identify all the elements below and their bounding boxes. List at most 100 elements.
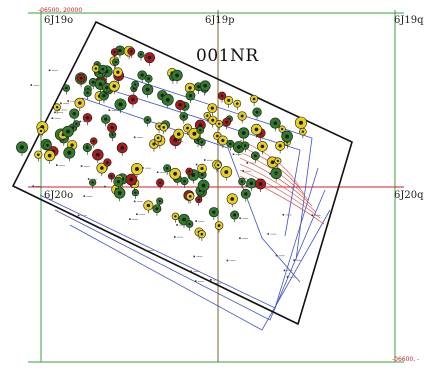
- contour-line: [97, 85, 301, 237]
- level-marker: [239, 217, 241, 220]
- find-marker: [274, 157, 282, 168]
- find-marker: [142, 84, 154, 98]
- find-marker: [222, 117, 231, 130]
- find-marker: [255, 178, 266, 193]
- contour-line: [109, 71, 313, 261]
- level-marker: [32, 185, 35, 187]
- find-marker: [143, 200, 154, 214]
- find-marker: [92, 148, 104, 164]
- find-marker: [214, 161, 222, 172]
- find-marker: [246, 178, 257, 192]
- level-marker: [190, 270, 192, 273]
- find-marker: [173, 128, 184, 143]
- find-marker: [250, 151, 260, 163]
- find-marker: [76, 73, 86, 86]
- level-marker: [275, 254, 278, 257]
- level-marker: [87, 178, 90, 180]
- find-marker: [250, 123, 263, 138]
- contour-line: [239, 157, 313, 207]
- level-marker: [212, 282, 215, 284]
- find-marker: [108, 131, 117, 142]
- find-marker: [53, 103, 61, 114]
- grid-label-middle-right: 6J20q: [394, 190, 424, 201]
- level-marker: [245, 184, 248, 187]
- find-marker: [161, 93, 174, 109]
- level-marker: [108, 109, 111, 112]
- find-marker: [116, 142, 128, 156]
- find-marker: [107, 122, 118, 136]
- find-marker: [110, 48, 119, 59]
- find-marker: [74, 97, 86, 112]
- level-marker: [60, 102, 62, 105]
- find-marker: [226, 139, 235, 151]
- grid-label-top-middle: 6J19p: [205, 15, 235, 26]
- level-marker: [54, 111, 56, 114]
- level-marker: [58, 108, 60, 111]
- level-marker: [80, 165, 83, 167]
- find-marker: [171, 69, 183, 84]
- level-marker: [67, 100, 70, 102]
- find-marker: [63, 146, 76, 162]
- find-marker: [156, 178, 165, 190]
- find-marker: [72, 120, 81, 131]
- find-marker: [238, 127, 250, 142]
- find-marker: [62, 84, 71, 95]
- find-marker: [43, 140, 52, 153]
- find-marker: [91, 64, 100, 76]
- find-marker: [125, 173, 138, 189]
- find-symbols: [16, 45, 308, 241]
- coordinate-top-left: -06500, 20000: [38, 7, 83, 14]
- find-marker: [69, 108, 80, 122]
- level-marker: [173, 236, 176, 238]
- find-marker: [127, 94, 139, 108]
- level-marker: [193, 255, 195, 258]
- level-marker: [195, 163, 198, 166]
- find-marker: [197, 230, 206, 241]
- contour-line: [54, 189, 326, 321]
- level-marker: [79, 120, 81, 123]
- find-marker: [224, 95, 234, 108]
- find-marker: [180, 177, 189, 188]
- find-marker: [281, 130, 293, 145]
- find-marker: [137, 70, 147, 83]
- find-marker: [185, 90, 196, 104]
- find-marker: [113, 176, 124, 190]
- find-marker: [107, 172, 116, 183]
- level-marker: [203, 159, 206, 161]
- find-marker: [127, 47, 136, 59]
- find-marker: [159, 123, 168, 135]
- level-marker: [239, 237, 241, 240]
- level-marker: [133, 200, 136, 203]
- find-marker: [294, 116, 308, 132]
- find-marker: [169, 168, 181, 183]
- find-marker: [175, 99, 186, 113]
- find-marker: [214, 221, 224, 233]
- find-marker: [196, 126, 205, 137]
- level-marker: [282, 213, 285, 216]
- level-marker: [195, 220, 197, 222]
- level-marker: [174, 140, 176, 142]
- find-marker: [230, 210, 240, 223]
- find-marker: [100, 114, 111, 127]
- level-marker: [269, 172, 271, 175]
- find-marker: [144, 52, 156, 66]
- contour-line: [239, 163, 317, 213]
- find-marker: [62, 125, 74, 140]
- find-marker: [275, 140, 286, 154]
- level-marker: [194, 280, 197, 282]
- contour-line: [239, 169, 321, 219]
- find-marker: [131, 80, 140, 92]
- level-marker: [86, 144, 88, 147]
- contour-line: [239, 145, 305, 195]
- level-marker: [283, 269, 286, 272]
- contour-line: [39, 167, 319, 309]
- grid-label-top-left: 6J19o: [44, 15, 74, 26]
- find-marker: [252, 107, 262, 120]
- find-marker: [195, 196, 203, 206]
- level-marker: [242, 170, 245, 172]
- level-marker: [104, 185, 106, 188]
- find-marker: [198, 138, 206, 149]
- find-marker: [37, 127, 45, 138]
- level-marker: [286, 276, 289, 278]
